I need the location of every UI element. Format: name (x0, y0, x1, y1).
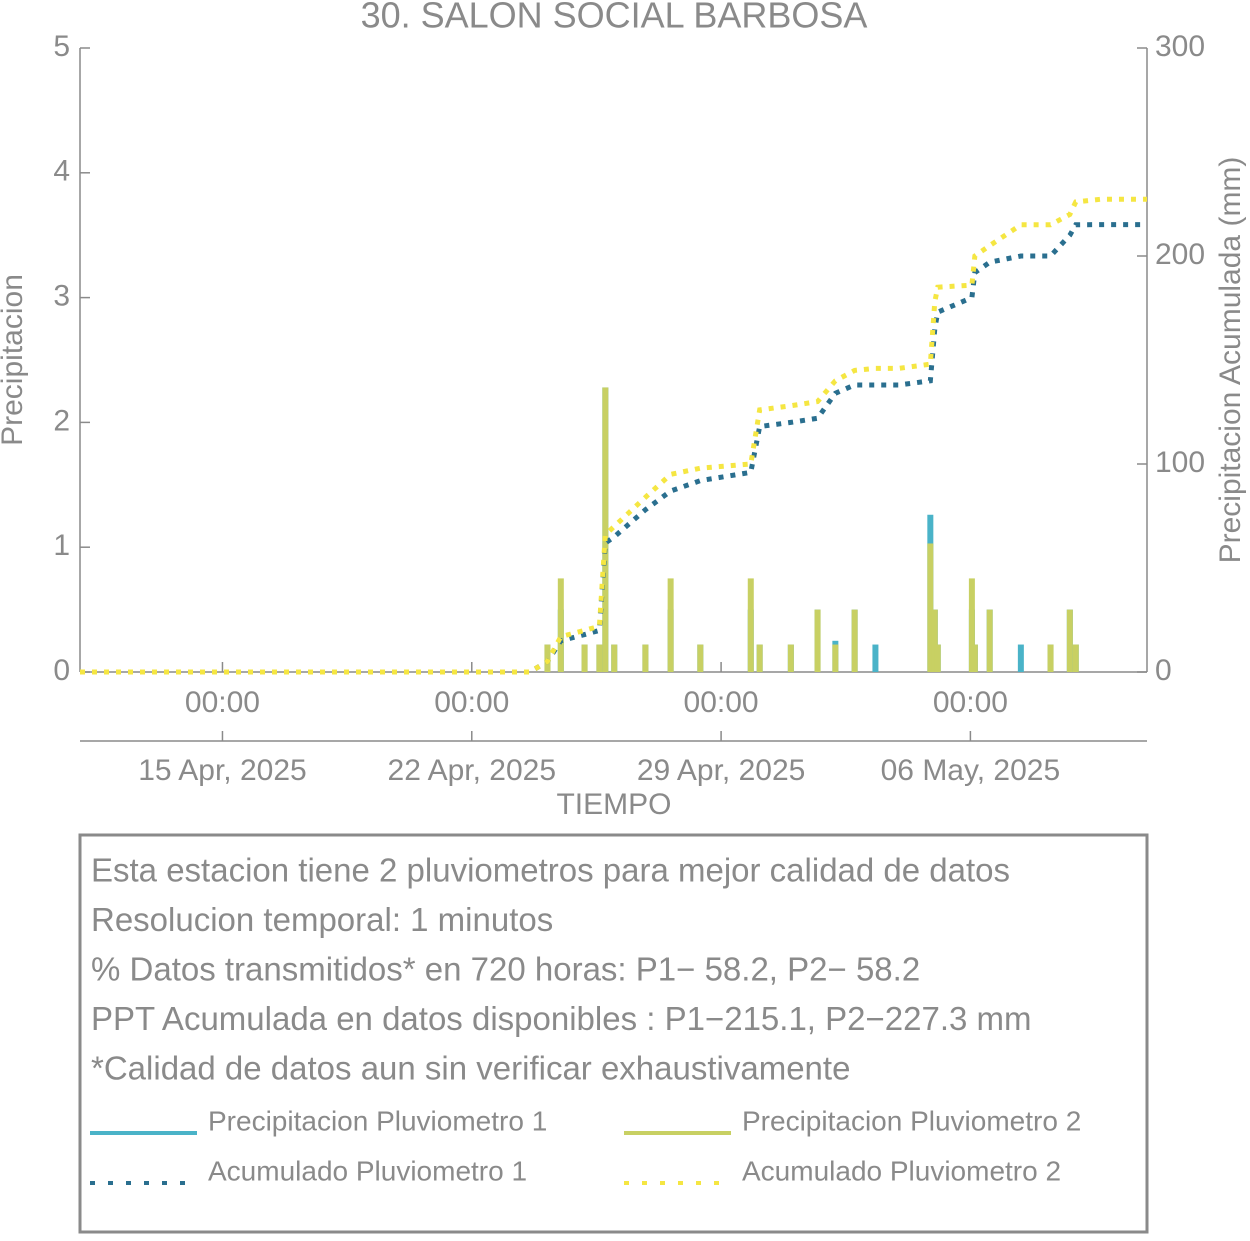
bar (814, 609, 821, 672)
bar (581, 644, 588, 672)
y-tick-label: 1 (53, 529, 70, 562)
x-date-label: 22 Apr, 2025 (388, 754, 557, 787)
legend-label: Acumulado Pluviometro 1 (208, 1155, 527, 1186)
bar (596, 644, 603, 672)
x-tick-label: 00:00 (185, 686, 260, 719)
y2-tick-label: 0 (1155, 654, 1172, 687)
bar (986, 609, 993, 672)
y2-tick-label: 300 (1155, 30, 1205, 63)
y2-tick-label: 100 (1155, 446, 1205, 479)
x-tick-label: 00:00 (933, 686, 1008, 719)
note: Esta estacion tiene 2 pluviometros para … (91, 852, 1010, 889)
note: % Datos transmitidos* en 720 horas: P1− … (91, 951, 920, 988)
y-tick-label: 4 (53, 155, 70, 188)
x-date-label: 15 Apr, 2025 (138, 754, 307, 787)
info-box (78, 833, 1149, 1234)
x-tick-label: 00:00 (684, 686, 759, 719)
legend-label: Acumulado Pluviometro 2 (742, 1155, 1061, 1186)
legend-label: Precipitacion Pluviometro 1 (208, 1105, 547, 1136)
cumulative-line (80, 222, 1147, 675)
bar (1017, 644, 1024, 672)
cumulative-line (80, 196, 1147, 675)
bar (667, 578, 674, 672)
y-tick-label: 5 (53, 30, 70, 63)
bar (557, 578, 564, 672)
bar (931, 609, 938, 672)
note: *Calidad de datos aun sin verificar exha… (91, 1050, 850, 1087)
x-tick-label: 00:00 (434, 686, 509, 719)
y2-tick-label: 200 (1155, 238, 1205, 271)
x-date-label: 29 Apr, 2025 (637, 754, 806, 787)
bar (602, 387, 609, 672)
bar (832, 644, 839, 672)
bar (642, 644, 649, 672)
bar (747, 578, 754, 672)
bar (971, 644, 978, 672)
bar (787, 644, 794, 672)
note: Resolucion temporal: 1 minutos (91, 901, 553, 938)
bar (872, 644, 879, 672)
y2-axis-label: Precipitacion Acumulada (mm) (1214, 157, 1247, 564)
bar (927, 543, 934, 672)
chart-title: 30. SALON SOCIAL BARBOSA (361, 0, 868, 36)
bar (544, 644, 551, 672)
bar (697, 644, 704, 672)
note: PPT Acumulada en datos disponibles : P1−… (91, 1000, 1032, 1037)
y-tick-label: 2 (53, 404, 70, 437)
bar (1072, 644, 1079, 672)
bar (851, 609, 858, 672)
bar (1066, 609, 1073, 672)
y-tick-label: 3 (53, 280, 70, 313)
bar (968, 578, 975, 672)
legend-label: Precipitacion Pluviometro 2 (742, 1105, 1081, 1136)
bar (611, 644, 618, 672)
x-date-label: 06 May, 2025 (881, 754, 1061, 787)
x-axis-label: TIEMPO (556, 788, 671, 821)
bar (1047, 644, 1054, 672)
bar (756, 644, 763, 672)
y-axis-label: Precipitacion (0, 274, 29, 446)
y-tick-label: 0 (53, 654, 70, 687)
bar (934, 644, 941, 672)
